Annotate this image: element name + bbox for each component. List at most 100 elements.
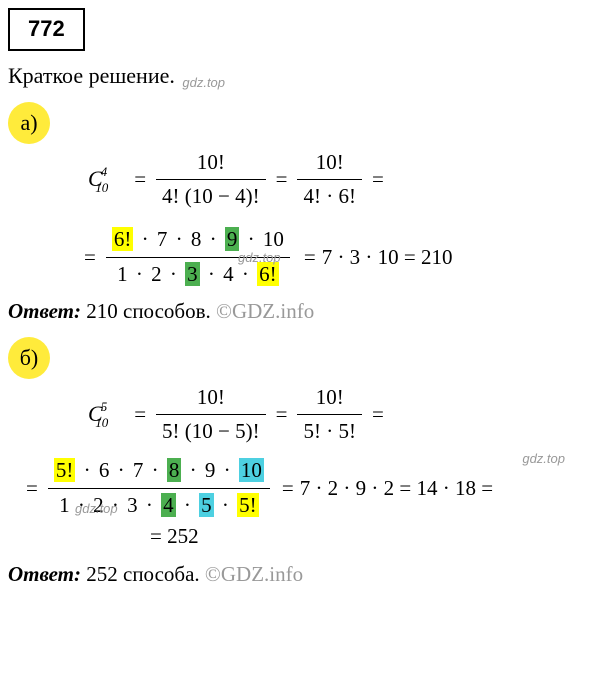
c-subscript: 10 (95, 180, 108, 195)
c-superscript: 4 (101, 164, 108, 179)
dot-icon: · (142, 227, 149, 251)
dot-icon: · (176, 227, 183, 251)
highlight-yellow: 5! (54, 458, 76, 482)
den-part: 1 (117, 262, 128, 286)
watermark-icon: gdz.top (75, 500, 118, 518)
copyright-text: ©GDZ.info (205, 562, 303, 586)
part-b-line2-container: gdz.top = 5! · 6 · 7 · 8 · 9 · 10 1 · 2 … (20, 456, 585, 551)
dot-icon: · (146, 493, 153, 517)
part-b-line1: C510 = 10! 5! (10 − 5)! = 10! 5! · 5! = (88, 383, 390, 447)
equals-sign: = (372, 165, 384, 194)
den-part: 2 (151, 262, 162, 286)
num-part: 10 (263, 227, 284, 251)
denominator: 4! · 6! (297, 180, 361, 211)
dot-icon: · (224, 458, 231, 482)
result-text: 7 · 3 · 10 = 210 (322, 243, 453, 272)
dot-icon: · (136, 262, 143, 286)
numerator: 10! (297, 148, 361, 180)
dot-icon: · (118, 458, 125, 482)
dot-icon: · (190, 458, 197, 482)
subtitle-text: Краткое решение. (8, 63, 175, 88)
denominator: 4! (10 − 4)! (156, 180, 266, 211)
highlight-cyan: 10 (239, 458, 264, 482)
dot-icon: · (208, 262, 215, 286)
num-part: 6 (99, 458, 110, 482)
highlight-green: 9 (225, 227, 240, 251)
den-part: 4 (223, 262, 234, 286)
denominator: 5! (10 − 5)! (156, 415, 266, 446)
watermark-icon: gdz.top (522, 450, 565, 468)
fraction: 10! 5! (10 − 5)! (156, 383, 266, 447)
numerator: 10! (156, 383, 266, 415)
answer-text: 252 способа. (81, 562, 205, 586)
num-part: 9 (205, 458, 216, 482)
numerator: 10! (156, 148, 266, 180)
equals-sign: = (304, 243, 316, 272)
highlight-yellow: 5! (237, 493, 259, 517)
dot-icon: · (222, 493, 229, 517)
c-superscript: 5 (101, 399, 108, 414)
part-b-badge: б) (8, 337, 50, 379)
equals-sign: = (372, 400, 384, 429)
part-a-answer: Ответ: 210 способов. ©GDZ.info (8, 297, 585, 326)
equals-sign: = (84, 243, 96, 272)
part-b-math: C510 = 10! 5! (10 − 5)! = 10! 5! · 5! = (8, 383, 585, 447)
answer-label: Ответ: (8, 562, 81, 586)
den-paren: (10 − 4)! (185, 184, 260, 208)
den-part: 1 (59, 493, 70, 517)
equals-sign: = (26, 474, 38, 503)
numerator: 5! · 6 · 7 · 8 · 9 · 10 (48, 456, 270, 488)
answer-label: Ответ: (8, 299, 81, 323)
c-subscript: 10 (95, 415, 108, 430)
part-b-final: = 252 (150, 520, 585, 551)
highlight-green: 4 (161, 493, 176, 517)
part-a-line2-container: = 6! · 7 · 8 · 9 · 10 1 · 2 · 3 · 4 · (48, 225, 585, 289)
equals-sign: = (276, 400, 288, 429)
dot-icon: · (210, 227, 217, 251)
problem-number-text: 772 (28, 16, 65, 41)
highlight-green: 3 (185, 262, 200, 286)
equals-sign: = (134, 165, 146, 194)
den-paren: (10 − 5)! (185, 419, 260, 443)
den-part: 4! (162, 184, 180, 208)
dot-icon: · (184, 493, 191, 517)
dot-icon: · (248, 227, 255, 251)
answer-text: 210 способов. (81, 299, 216, 323)
combination-notation: C410 (88, 164, 122, 195)
final-result: = 252 (150, 524, 199, 548)
copyright-text: ©GDZ.info (216, 299, 314, 323)
part-a-badge: а) (8, 102, 50, 144)
num-part: 7 (157, 227, 168, 251)
part-a-line2: = 6! · 7 · 8 · 9 · 10 1 · 2 · 3 · 4 · (78, 225, 453, 289)
den-part: 3 (127, 493, 138, 517)
fraction: 10! 4! · 6! (297, 148, 361, 212)
part-b-line2: = 5! · 6 · 7 · 8 · 9 · 10 1 · 2 · 3 · (20, 456, 493, 520)
part-b-answer: Ответ: 252 способа. ©GDZ.info (8, 560, 585, 589)
num-part: 7 (133, 458, 144, 482)
equals-sign: = (282, 474, 294, 503)
part-b-label: б) (20, 345, 39, 370)
num-part: 8 (191, 227, 202, 251)
numerator: 10! (297, 383, 361, 415)
highlight-green: 8 (167, 458, 182, 482)
watermark-icon: gdz.top (182, 75, 225, 90)
watermark-icon: gdz.top (238, 249, 281, 267)
den-part: 5! (162, 419, 180, 443)
subtitle-line: Краткое решение. gdz.top (8, 61, 585, 92)
part-a-label: а) (20, 110, 37, 135)
equals-sign: = (134, 400, 146, 429)
highlight-cyan: 5 (199, 493, 214, 517)
problem-number: 772 (8, 8, 85, 51)
highlight-yellow: 6! (112, 227, 134, 251)
equals-sign: = (276, 165, 288, 194)
fraction: 10! 5! · 5! (297, 383, 361, 447)
fraction: 10! 4! (10 − 4)! (156, 148, 266, 212)
combination-notation: C510 (88, 399, 122, 430)
dot-icon: · (170, 262, 177, 286)
denominator: 5! · 5! (297, 415, 361, 446)
dot-icon: · (84, 458, 91, 482)
result-text: 7 · 2 · 9 · 2 = 14 · 18 = (300, 474, 493, 503)
dot-icon: · (152, 458, 159, 482)
part-a-math: C410 = 10! 4! (10 − 4)! = 10! 4! · 6! = (8, 148, 585, 212)
part-a-line1: C410 = 10! 4! (10 − 4)! = 10! 4! · 6! = (88, 148, 390, 212)
